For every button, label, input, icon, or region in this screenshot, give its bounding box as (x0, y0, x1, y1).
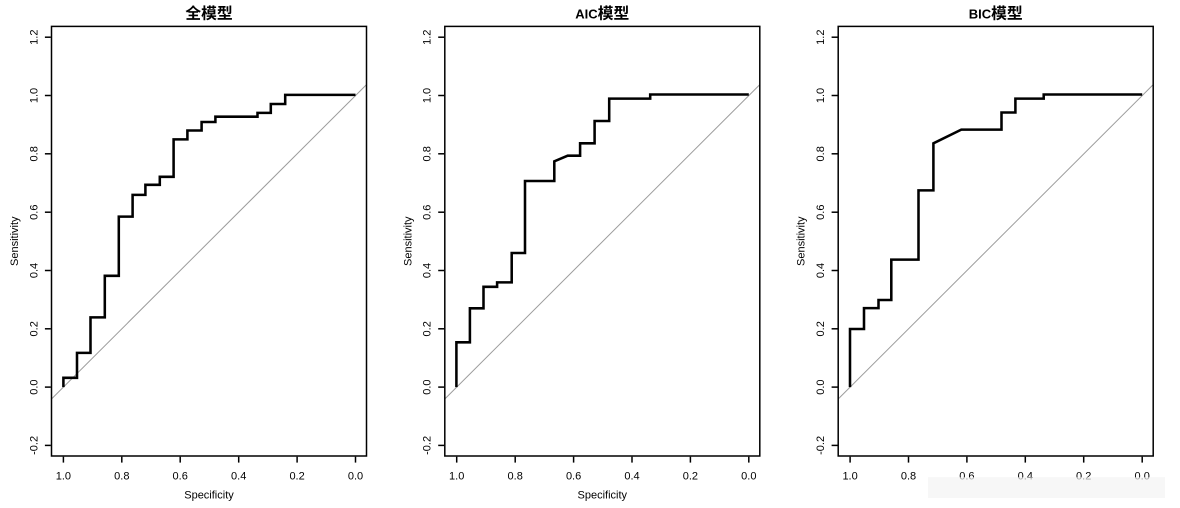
svg-text:0.2: 0.2 (422, 321, 434, 336)
svg-text:0.4: 0.4 (815, 263, 827, 278)
svg-text:0.8: 0.8 (508, 470, 523, 482)
svg-text:0.8: 0.8 (815, 146, 827, 161)
svg-text:1.2: 1.2 (815, 30, 827, 45)
svg-text:AIC: AIC (575, 6, 598, 21)
svg-text:1.0: 1.0 (815, 88, 827, 103)
svg-text:0.2: 0.2 (683, 470, 698, 482)
svg-text:1.0: 1.0 (56, 470, 71, 482)
svg-text:0.4: 0.4 (231, 470, 246, 482)
svg-text:0.0: 0.0 (815, 379, 827, 394)
svg-text:1.0: 1.0 (842, 470, 857, 482)
svg-text:0.6: 0.6 (422, 205, 434, 220)
svg-text:0.2: 0.2 (815, 321, 827, 336)
svg-text:-0.2: -0.2 (815, 436, 827, 455)
svg-text:Specificity: Specificity (578, 490, 628, 502)
svg-text:0.4: 0.4 (624, 470, 639, 482)
svg-text:0.6: 0.6 (28, 205, 40, 220)
svg-text:0.8: 0.8 (901, 470, 916, 482)
svg-text:0.0: 0.0 (348, 470, 363, 482)
svg-text:0.0: 0.0 (422, 379, 434, 394)
svg-text:0.0: 0.0 (741, 470, 756, 482)
svg-text:1.0: 1.0 (28, 88, 40, 103)
svg-text:1.0: 1.0 (422, 88, 434, 103)
svg-text:Specificity: Specificity (184, 490, 234, 502)
svg-text:0.0: 0.0 (28, 379, 40, 394)
svg-text:0.6: 0.6 (815, 205, 827, 220)
svg-text:0.8: 0.8 (114, 470, 129, 482)
svg-text:Sensitivity: Sensitivity (9, 216, 21, 266)
svg-text:0.6: 0.6 (566, 470, 581, 482)
svg-text:1.0: 1.0 (449, 470, 464, 482)
svg-text:0.2: 0.2 (289, 470, 304, 482)
svg-text:0.4: 0.4 (28, 263, 40, 278)
svg-text:Sensitivity: Sensitivity (402, 216, 414, 266)
svg-text:0.6: 0.6 (173, 470, 188, 482)
svg-text:-0.2: -0.2 (422, 436, 434, 455)
svg-text:BIC: BIC (969, 6, 992, 21)
svg-text:1.2: 1.2 (422, 30, 434, 45)
svg-text:-0.2: -0.2 (28, 436, 40, 455)
svg-text:0.2: 0.2 (28, 321, 40, 336)
svg-text:Sensitivity: Sensitivity (796, 216, 808, 266)
svg-text:1.2: 1.2 (28, 30, 40, 45)
svg-text:0.8: 0.8 (422, 146, 434, 161)
svg-text:0.4: 0.4 (422, 263, 434, 278)
svg-text:0.8: 0.8 (28, 146, 40, 161)
